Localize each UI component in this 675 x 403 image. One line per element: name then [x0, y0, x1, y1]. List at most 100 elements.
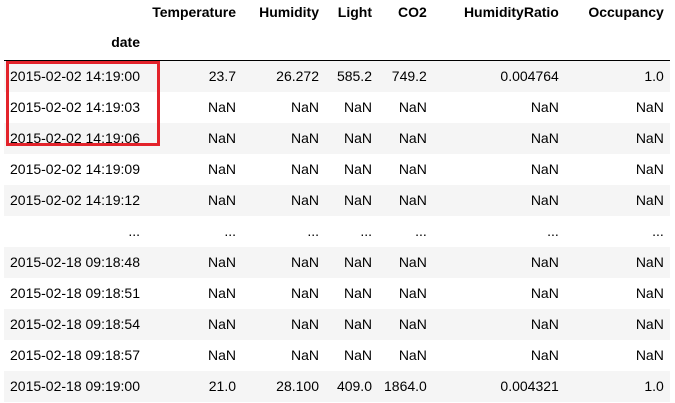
cell: ...	[307, 223, 319, 239]
cell: NaN	[398, 347, 427, 363]
cell: NaN	[343, 285, 372, 301]
table-row: 2015-02-18 09:18:57 NaN NaN NaN NaN NaN …	[4, 339, 670, 371]
cell: 409.0	[336, 378, 372, 394]
cell: NaN	[290, 316, 319, 332]
column-header: Temperature	[152, 3, 236, 20]
column-header: Humidity	[259, 3, 319, 20]
cell: NaN	[343, 161, 372, 177]
cell: ...	[415, 223, 427, 239]
index-name: date	[111, 33, 140, 50]
cell: NaN	[530, 285, 559, 301]
cell: 749.2	[391, 68, 427, 85]
table-row: 2015-02-02 14:19:09 NaN NaN NaN NaN NaN …	[4, 153, 670, 185]
row-index: 2015-02-02 14:19:03	[10, 99, 140, 115]
table-row: 2015-02-02 14:19:12 NaN NaN NaN NaN NaN …	[4, 184, 670, 216]
cell: 23.7	[208, 68, 236, 85]
cell: 0.004764	[500, 68, 559, 85]
cell: NaN	[290, 99, 319, 115]
table-row: 2015-02-18 09:18:51 NaN NaN NaN NaN NaN …	[4, 277, 670, 309]
row-index: 2015-02-02 14:19:06	[10, 130, 140, 146]
cell: NaN	[207, 254, 236, 270]
cell: NaN	[398, 192, 427, 208]
cell: 1.0	[644, 378, 664, 394]
cell: NaN	[290, 347, 319, 363]
cell: 585.2	[336, 68, 372, 85]
cell: NaN	[398, 161, 427, 177]
index-name-row: date	[4, 23, 670, 61]
column-header: Light	[337, 3, 372, 20]
cell: NaN	[530, 130, 559, 146]
cell: NaN	[290, 254, 319, 270]
column-header: Occupancy	[588, 3, 664, 20]
cell: ...	[224, 223, 236, 239]
cell: NaN	[207, 285, 236, 301]
cell: 1864.0	[384, 378, 427, 394]
cell: NaN	[635, 161, 664, 177]
cell: NaN	[635, 192, 664, 208]
cell: NaN	[530, 254, 559, 270]
cell: ...	[360, 223, 372, 239]
cell: NaN	[207, 192, 236, 208]
cell: NaN	[207, 316, 236, 332]
cell: NaN	[635, 254, 664, 270]
cell: NaN	[207, 130, 236, 146]
cell: 28.100	[276, 378, 319, 394]
cell: NaN	[635, 285, 664, 301]
table-row: 2015-02-02 14:19:00 23.7 26.272 585.2 74…	[4, 60, 670, 92]
cell: NaN	[343, 99, 372, 115]
cell: ...	[652, 223, 664, 239]
cell: 1.0	[644, 68, 664, 85]
cell: NaN	[290, 285, 319, 301]
row-index: 2015-02-18 09:19:00	[10, 378, 140, 394]
cell: NaN	[290, 192, 319, 208]
cell: NaN	[635, 99, 664, 115]
column-header: CO2	[398, 3, 427, 20]
cell: NaN	[343, 130, 372, 146]
cell: NaN	[207, 99, 236, 115]
table-row: 2015-02-18 09:18:54 NaN NaN NaN NaN NaN …	[4, 308, 670, 340]
cell: NaN	[398, 99, 427, 115]
table-row: 2015-02-02 14:19:06 NaN NaN NaN NaN NaN …	[4, 122, 670, 154]
cell: NaN	[398, 254, 427, 270]
cell: NaN	[635, 130, 664, 146]
table-row: 2015-02-02 14:19:03 NaN NaN NaN NaN NaN …	[4, 91, 670, 123]
cell: 0.004321	[500, 378, 559, 394]
cell: 21.0	[208, 378, 236, 394]
dataframe-table: Temperature Humidity Light CO2 HumidityR…	[4, 0, 670, 402]
cell: NaN	[530, 161, 559, 177]
column-header: HumidityRatio	[463, 3, 559, 20]
row-index: 2015-02-02 14:19:12	[10, 192, 140, 208]
table-body: 2015-02-02 14:19:00 23.7 26.272 585.2 74…	[4, 60, 670, 402]
cell: NaN	[398, 316, 427, 332]
row-index: 2015-02-18 09:18:48	[10, 254, 140, 270]
row-index: 2015-02-18 09:18:51	[10, 285, 140, 301]
cell: NaN	[530, 192, 559, 208]
cell: NaN	[343, 347, 372, 363]
cell: NaN	[343, 192, 372, 208]
cell: NaN	[530, 316, 559, 332]
table-row-ellipsis: ... ... ... ... ... ... ...	[4, 215, 670, 247]
cell: NaN	[398, 285, 427, 301]
cell: NaN	[290, 130, 319, 146]
row-index: 2015-02-18 09:18:57	[10, 347, 140, 363]
cell: NaN	[635, 347, 664, 363]
cell: 26.272	[276, 68, 319, 85]
table-row: 2015-02-18 09:18:48 NaN NaN NaN NaN NaN …	[4, 246, 670, 278]
cell: NaN	[290, 161, 319, 177]
column-header-blank	[4, 0, 146, 23]
row-index: 2015-02-02 14:19:09	[10, 161, 140, 177]
row-index: ...	[128, 223, 140, 239]
column-header-row: Temperature Humidity Light CO2 HumidityR…	[4, 0, 670, 23]
row-index: 2015-02-18 09:18:54	[10, 316, 140, 332]
cell: NaN	[398, 130, 427, 146]
cell: NaN	[207, 161, 236, 177]
row-index: 2015-02-02 14:19:00	[10, 68, 140, 85]
cell: NaN	[635, 316, 664, 332]
cell: NaN	[530, 99, 559, 115]
cell: NaN	[343, 316, 372, 332]
table-row: 2015-02-18 09:19:00 21.0 28.100 409.0 18…	[4, 370, 670, 402]
cell: NaN	[207, 347, 236, 363]
cell: NaN	[343, 254, 372, 270]
cell: NaN	[530, 347, 559, 363]
